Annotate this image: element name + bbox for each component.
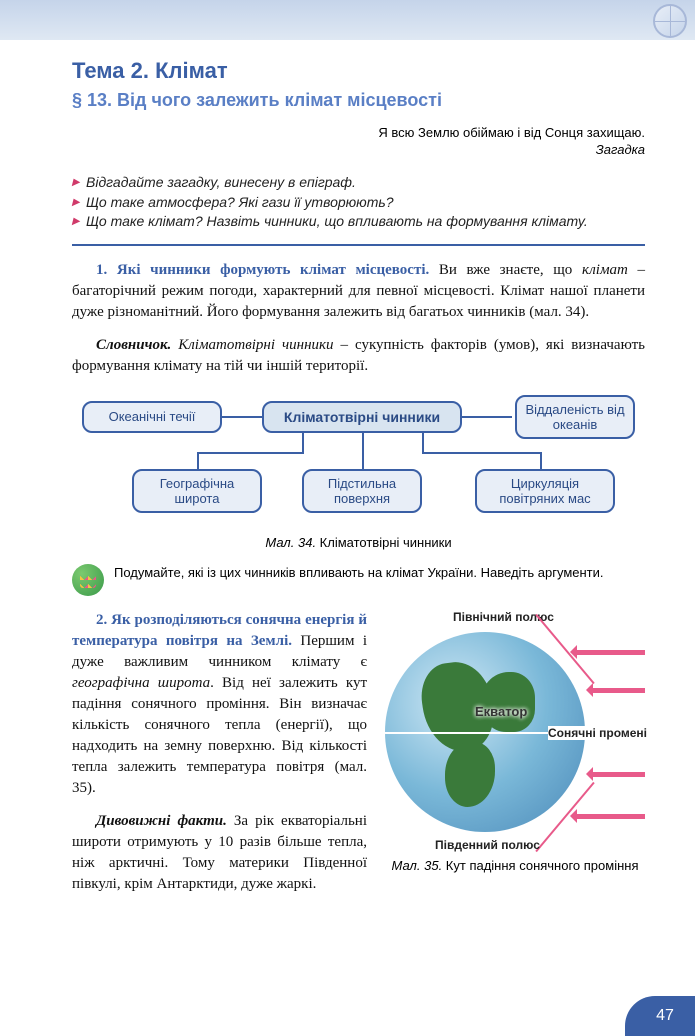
globe-corner-icon xyxy=(653,4,687,38)
diagram-node-circulation: Циркуляція повітряних мас xyxy=(475,469,615,513)
equator-label: Екватор xyxy=(475,704,527,719)
paragraph-1: 1. Які чинники формують клімат місцевост… xyxy=(72,260,645,323)
continent-shape xyxy=(445,742,495,807)
globe-figure: Північний полюс Екватор Сонячні промені … xyxy=(385,610,645,850)
facts-block: Дивовижні факти. За рік екваторіальні ши… xyxy=(72,811,367,895)
section-divider xyxy=(72,244,645,246)
figure-34-caption: Мал. 34. Кліматотвірні чинники xyxy=(72,535,645,550)
para-number: 1. xyxy=(96,262,107,278)
diagram-connector xyxy=(362,433,364,469)
question-item: Що таке атмосфера? Які гази її утворюють… xyxy=(72,193,645,213)
sun-ray-arrow xyxy=(573,814,645,819)
figure-35-caption: Мал. 35. Кут падіння сонячного проміння xyxy=(385,858,645,873)
diagram-connector xyxy=(302,433,304,453)
two-column-layout: 2. Як розподіляються сонячна енергія й т… xyxy=(72,610,645,907)
puzzle-icon xyxy=(72,564,104,596)
sun-ray-arrow xyxy=(589,688,645,693)
diagram-connector xyxy=(222,416,262,418)
diagram-connector xyxy=(540,452,542,469)
diagram-connector xyxy=(197,452,199,469)
diagram-connector xyxy=(422,452,542,454)
diagram-node-latitude: Географічна широта xyxy=(132,469,262,513)
glossary-block: Словничок. Кліматотвірні чинники – сукуп… xyxy=(72,335,645,377)
diagram-connector xyxy=(422,433,424,453)
facts-label: Дивовижні факти. xyxy=(96,813,227,829)
sun-ray-arrow xyxy=(589,772,645,777)
south-pole-label: Південний полюс xyxy=(435,838,540,852)
question-item: Що таке клімат? Назвіть чинники, що впли… xyxy=(72,212,645,232)
sun-rays-label: Сонячні промені xyxy=(548,726,647,740)
glossary-term: Кліматотвірні чинники xyxy=(178,337,333,353)
question-item: Відгадайте загадку, винесену в епіграф. xyxy=(72,173,645,193)
climate-factors-diagram: Кліматотвірні чинники Океанічні течії Ві… xyxy=(72,389,645,529)
page-number: 47 xyxy=(625,996,695,1036)
continent-shape xyxy=(480,672,535,732)
diagram-connector xyxy=(197,452,304,454)
para-number: 2. xyxy=(96,612,107,628)
term-latitude: географічна широта xyxy=(72,675,210,691)
sun-ray-arrow xyxy=(573,650,645,655)
diagram-node-ocean-distance: Віддаленість від океанів xyxy=(515,395,635,439)
think-prompt: Подумайте, які із цих чинників впливають… xyxy=(72,564,645,596)
paragraph-2: 2. Як розподіляються сонячна енергія й т… xyxy=(72,610,367,799)
epigraph-text: Я всю Землю обіймаю і від Сонця захищаю. xyxy=(72,125,645,140)
diagram-connector xyxy=(462,416,512,418)
page-header-banner xyxy=(0,0,695,40)
think-text: Подумайте, які із цих чинників впливають… xyxy=(114,564,604,582)
right-column: Північний полюс Екватор Сонячні промені … xyxy=(385,610,645,907)
diagram-node-surface: Підстильна поверхня xyxy=(302,469,422,513)
left-column: 2. Як розподіляються сонячна енергія й т… xyxy=(72,610,367,907)
theme-title: Тема 2. Клімат xyxy=(72,58,645,84)
section-title: § 13. Від чого залежить клімат місцевост… xyxy=(72,90,645,111)
glossary-label: Словничок. xyxy=(96,337,171,353)
diagram-center-node: Кліматотвірні чинники xyxy=(262,401,462,433)
para-lead: Які чинники формують клімат місцевості. xyxy=(117,262,429,278)
term-climate: клімат xyxy=(582,262,628,278)
diagram-node-ocean-currents: Океанічні течії xyxy=(82,401,222,433)
epigraph-source: Загадка xyxy=(72,142,645,157)
intro-questions: Відгадайте загадку, винесену в епіграф. … xyxy=(72,173,645,232)
page-content: Тема 2. Клімат § 13. Від чого залежить к… xyxy=(0,40,695,907)
